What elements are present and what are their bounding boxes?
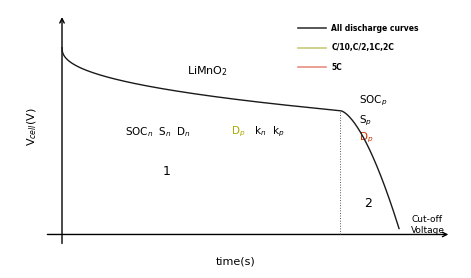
Text: k$_n$  k$_p$: k$_n$ k$_p$ xyxy=(248,125,284,140)
Text: 1: 1 xyxy=(162,165,170,178)
Text: V$_{cell}$(V): V$_{cell}$(V) xyxy=(25,107,39,146)
Text: D$_p$: D$_p$ xyxy=(230,125,245,140)
Text: Cut-off
Voltage: Cut-off Voltage xyxy=(411,215,445,235)
Text: S$_p$: S$_p$ xyxy=(359,113,372,128)
Text: SOC$_p$: SOC$_p$ xyxy=(359,94,388,108)
Text: C/10,C/2,1C,2C: C/10,C/2,1C,2C xyxy=(331,43,394,52)
Text: time(s): time(s) xyxy=(216,256,256,266)
Text: 5C: 5C xyxy=(331,63,342,72)
Text: 2: 2 xyxy=(364,197,372,210)
Text: SOC$_n$  S$_n$  D$_n$: SOC$_n$ S$_n$ D$_n$ xyxy=(124,125,191,139)
Text: D$_p$: D$_p$ xyxy=(359,131,374,145)
Text: LiMnO$_2$: LiMnO$_2$ xyxy=(187,64,228,78)
Text: All discharge curves: All discharge curves xyxy=(331,24,419,33)
